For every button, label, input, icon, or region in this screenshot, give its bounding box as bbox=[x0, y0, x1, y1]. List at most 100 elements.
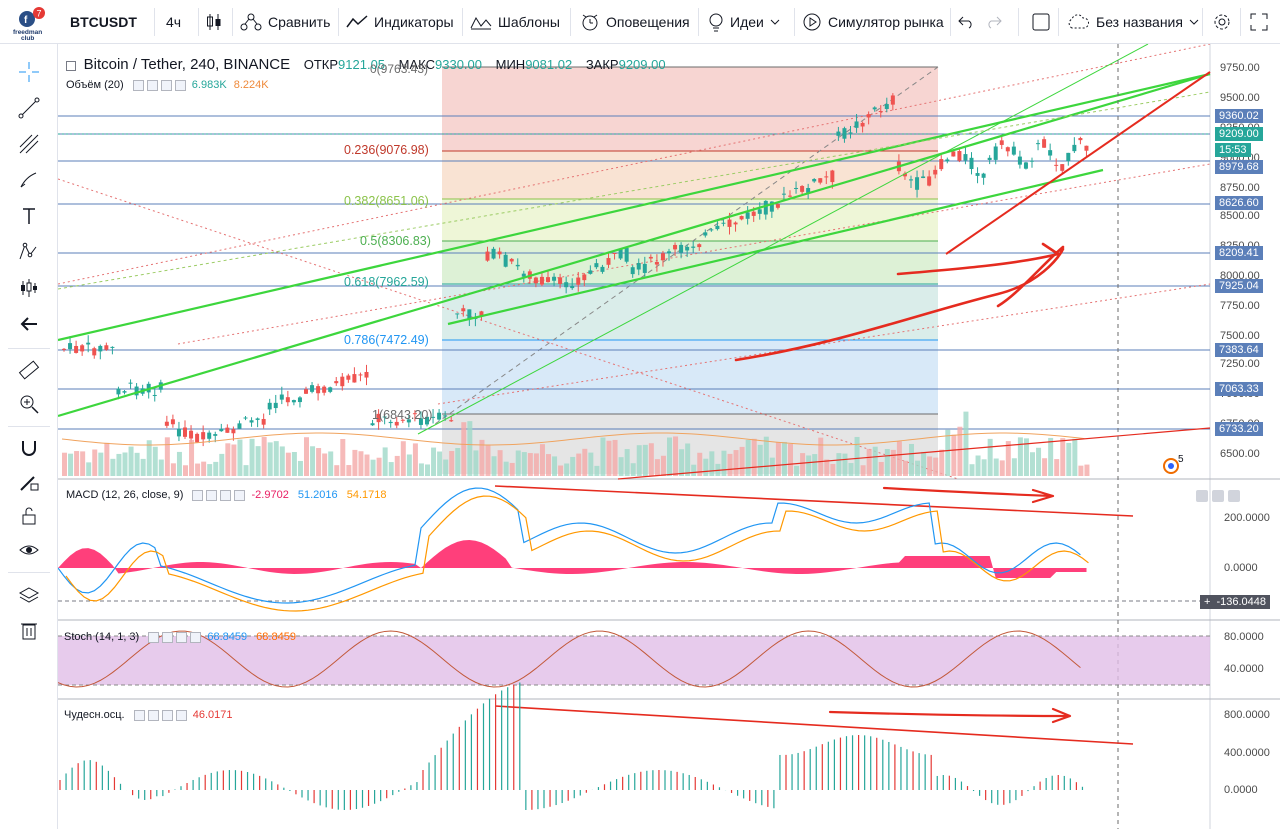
candle-body bbox=[86, 342, 91, 345]
volume-bar bbox=[509, 462, 515, 476]
candle-body bbox=[116, 388, 121, 395]
trendline-tool[interactable] bbox=[12, 94, 46, 124]
candle-body bbox=[128, 382, 133, 384]
alerts-button[interactable]: Оповещения bbox=[580, 0, 690, 44]
volume-bar bbox=[709, 451, 715, 476]
candle-body bbox=[781, 193, 786, 195]
toolbar-divider bbox=[8, 426, 50, 427]
volume-bar bbox=[975, 455, 981, 476]
indicators-button[interactable]: Индикаторы bbox=[346, 0, 454, 44]
ideas-button[interactable]: Идеи bbox=[708, 0, 780, 44]
volume-bar bbox=[781, 441, 787, 476]
magnet-tool[interactable] bbox=[12, 434, 46, 464]
prediction-tool[interactable] bbox=[12, 274, 46, 304]
symbol-title[interactable]: Bitcoin / Tether, 240, BINANCE bbox=[83, 56, 291, 73]
candle-body bbox=[933, 169, 938, 175]
volume-bar bbox=[993, 458, 999, 476]
chart-area[interactable]: Bitcoin / Tether, 240, BINANCE ОТКР9121.… bbox=[58, 44, 1280, 829]
candle-body bbox=[703, 232, 708, 236]
candle-body bbox=[824, 176, 829, 178]
compare-button[interactable]: Сравнить bbox=[240, 0, 330, 44]
hand-drawn-arrow bbox=[734, 242, 1065, 362]
candle-body bbox=[915, 177, 920, 190]
candle-body bbox=[243, 417, 248, 419]
volume-bar bbox=[1005, 441, 1011, 476]
legend-action-icons[interactable] bbox=[148, 631, 204, 643]
toolbar-divider bbox=[198, 8, 199, 36]
crosshair-tool[interactable] bbox=[12, 58, 46, 88]
candle-body bbox=[370, 423, 375, 426]
volume-bar bbox=[195, 463, 201, 476]
volume-bar bbox=[697, 452, 703, 476]
pencil-lock-icon bbox=[18, 471, 40, 496]
lock-tool[interactable] bbox=[12, 502, 46, 532]
templates-button[interactable]: Шаблоны bbox=[470, 0, 560, 44]
volume-bar bbox=[425, 464, 430, 476]
macd-name[interactable]: MACD (12, 26, close, 9) bbox=[66, 489, 184, 501]
green-dotted-trendline bbox=[58, 91, 1211, 290]
object-tree-tool[interactable] bbox=[12, 582, 46, 612]
pattern-tool[interactable] bbox=[12, 238, 46, 268]
collapse-icon[interactable] bbox=[66, 60, 76, 71]
delete-tool[interactable] bbox=[12, 616, 46, 646]
ao-name[interactable]: Чудесн.осц. bbox=[64, 709, 125, 721]
volume-bar bbox=[352, 449, 358, 476]
stoch-name[interactable]: Stoch (14, 1, 3) bbox=[64, 631, 140, 643]
candle-body bbox=[316, 386, 321, 394]
candle-body bbox=[600, 266, 605, 272]
candle-body bbox=[836, 131, 841, 136]
brush-tool[interactable] bbox=[12, 166, 46, 196]
chevron-down-icon bbox=[770, 18, 780, 26]
visibility-tool[interactable] bbox=[12, 536, 46, 566]
volume-bar bbox=[279, 446, 285, 476]
candle-body bbox=[515, 264, 520, 267]
legend-action-icons[interactable] bbox=[132, 79, 189, 91]
volume-bar bbox=[461, 422, 467, 476]
legend-action-icons[interactable] bbox=[192, 489, 248, 501]
back-button[interactable] bbox=[12, 310, 46, 340]
bar-replay-button[interactable]: Симулятор рынка bbox=[802, 0, 944, 44]
text-tool[interactable] bbox=[12, 202, 46, 232]
candle-body bbox=[170, 419, 175, 425]
measure-tool[interactable] bbox=[12, 356, 46, 386]
candle-body bbox=[352, 374, 357, 383]
volume-ma-line bbox=[61, 432, 1085, 446]
candle-body bbox=[418, 418, 423, 425]
low-value: 9081.02 bbox=[525, 57, 573, 72]
volume-bar bbox=[491, 456, 497, 476]
stoch-line bbox=[58, 630, 1081, 688]
cloud-icon bbox=[1066, 14, 1090, 30]
fullscreen-button[interactable] bbox=[1250, 0, 1268, 44]
candle-body bbox=[842, 128, 847, 139]
chart-canvas[interactable] bbox=[58, 44, 1280, 829]
fib-zone bbox=[442, 241, 938, 284]
volume-bar bbox=[921, 451, 927, 476]
compare-label: Сравнить bbox=[268, 14, 331, 30]
symbol-search-button[interactable]: BTCUSDT bbox=[70, 0, 137, 44]
svg-text:freedman: freedman bbox=[13, 29, 42, 36]
candle-body bbox=[334, 381, 339, 384]
alerts-label: Оповещения bbox=[606, 14, 690, 30]
volume-name[interactable]: Объём (20) bbox=[66, 79, 124, 91]
candle-body bbox=[697, 244, 702, 248]
undo-button[interactable] bbox=[958, 0, 974, 44]
volume-bar bbox=[618, 457, 624, 476]
settings-button[interactable] bbox=[1212, 0, 1232, 44]
volume-bar bbox=[479, 439, 485, 476]
interval-button[interactable]: 4ч bbox=[166, 0, 181, 44]
candle-body bbox=[310, 385, 315, 392]
legend-action-icons[interactable] bbox=[133, 709, 190, 721]
chart-type-button[interactable] bbox=[206, 0, 222, 44]
freedman-club-logo[interactable]: f 7 freedman club bbox=[10, 4, 50, 42]
macd-pane-buttons[interactable] bbox=[1196, 490, 1240, 502]
redo-button[interactable] bbox=[986, 0, 1002, 44]
volume-bar bbox=[533, 453, 539, 476]
alerts-badge[interactable]: 5 bbox=[1162, 454, 1184, 474]
drawing-mode-tool[interactable] bbox=[12, 468, 46, 498]
main-legend: Bitcoin / Tether, 240, BINANCE ОТКР9121.… bbox=[66, 56, 666, 73]
candle-body bbox=[1060, 164, 1065, 171]
layout-grid-button[interactable] bbox=[1032, 0, 1050, 44]
layout-name-button[interactable]: Без названия bbox=[1066, 0, 1199, 44]
zoom-tool[interactable] bbox=[12, 390, 46, 420]
fib-tool[interactable] bbox=[12, 130, 46, 160]
